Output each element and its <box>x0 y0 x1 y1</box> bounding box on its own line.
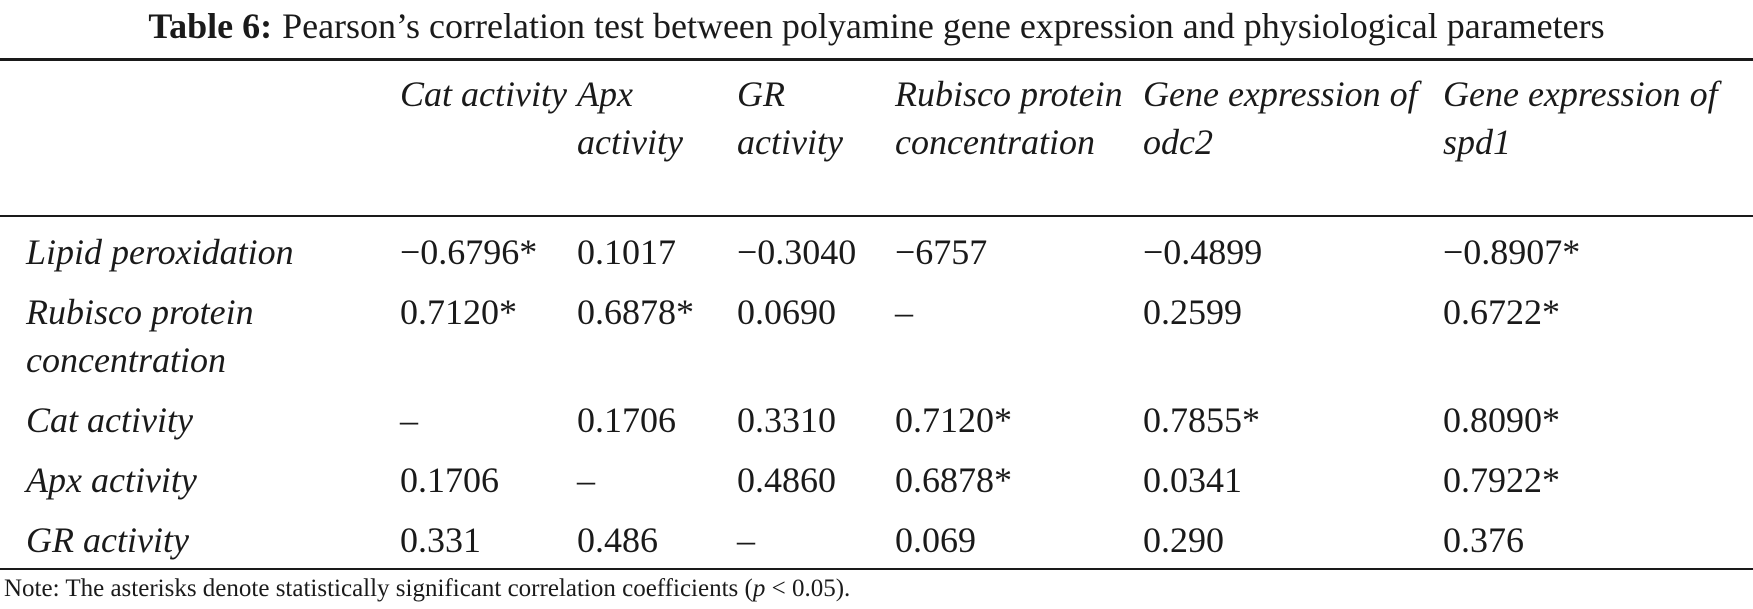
spacer-row <box>0 220 1753 228</box>
top-rule <box>0 58 1753 61</box>
table-cell: 0.290 <box>1143 520 1224 560</box>
header-row: Cat activity Apx activity GR activity Ru… <box>0 70 1753 220</box>
table-cell: 0.486 <box>577 520 658 560</box>
table-cell: – <box>737 520 755 560</box>
table-cell: – <box>400 400 418 440</box>
table-cell: 0.376 <box>1443 520 1524 560</box>
table-row: Lipid peroxidation −0.6796* 0.1017 −0.30… <box>0 228 1753 288</box>
column-header-spd1: Gene expression of spd1 <box>1443 74 1718 162</box>
table-cell: −6757 <box>895 232 988 272</box>
note-suffix: < 0.05). <box>765 575 851 602</box>
table-row: GR activity 0.331 0.486 – 0.069 0.290 0.… <box>0 516 1753 576</box>
table-cell: 0.7120* <box>400 292 517 332</box>
table-cell: 0.0690 <box>737 292 836 332</box>
row-label: Cat activity <box>26 400 193 440</box>
table-cell: 0.2599 <box>1143 292 1242 332</box>
table-cell: −0.4899 <box>1143 232 1263 272</box>
table-cell: −0.6796* <box>400 232 538 272</box>
table-cell: 0.1017 <box>577 232 676 272</box>
table-row: Cat activity – 0.1706 0.3310 0.7120* 0.7… <box>0 396 1753 456</box>
table-cell: 0.7855* <box>1143 400 1260 440</box>
table-cell: 0.7120* <box>895 400 1012 440</box>
table-cell: 0.6878* <box>895 460 1012 500</box>
table-cell: 0.1706 <box>577 400 676 440</box>
row-label: Lipid peroxidation <box>26 232 294 272</box>
table-cell: – <box>577 460 595 500</box>
column-header-stub <box>0 70 400 220</box>
column-header-gr-activity: GR activity <box>737 74 843 162</box>
column-header-rubisco: Rubisco protein concentration <box>895 74 1123 162</box>
header-rule <box>0 215 1753 217</box>
column-header-apx-activity: Apx activity <box>577 74 683 162</box>
table-cell: 0.331 <box>400 520 481 560</box>
row-label: Rubisco protein concentration <box>26 292 254 380</box>
table-cell: −0.8907* <box>1443 232 1581 272</box>
caption-text: Pearson’s correlation test between polya… <box>282 6 1605 46</box>
table-note: Note: The asterisks denote statistically… <box>4 573 850 605</box>
table-cell: 0.7922* <box>1443 460 1560 500</box>
table-cell: 0.0341 <box>1143 460 1242 500</box>
note-prefix: Note: The asterisks denote statistically… <box>4 575 753 602</box>
table-caption: Table 6: Pearson’s correlation test betwe… <box>0 4 1753 48</box>
table-cell: −0.3040 <box>737 232 857 272</box>
row-label: GR activity <box>26 520 189 560</box>
bottom-rule <box>0 568 1753 570</box>
table-cell: 0.1706 <box>400 460 499 500</box>
column-header-cat-activity: Cat activity <box>400 74 567 114</box>
table-row: Rubisco protein concentration 0.7120* 0.… <box>0 288 1753 396</box>
caption-label: Table 6: <box>148 6 273 46</box>
row-label: Apx activity <box>26 460 197 500</box>
note-variable: p <box>752 575 766 602</box>
table-row: Apx activity 0.1706 – 0.4860 0.6878* 0.0… <box>0 456 1753 516</box>
table-cell: 0.4860 <box>737 460 836 500</box>
correlation-table: Cat activity Apx activity GR activity Ru… <box>0 70 1753 576</box>
table-cell: – <box>895 292 913 332</box>
table-cell: 0.069 <box>895 520 976 560</box>
table-cell: 0.6878* <box>577 292 694 332</box>
table-cell: 0.6722* <box>1443 292 1560 332</box>
column-header-odc2: Gene expression of odc2 <box>1143 74 1418 162</box>
table-cell: 0.3310 <box>737 400 836 440</box>
table-cell: 0.8090* <box>1443 400 1560 440</box>
